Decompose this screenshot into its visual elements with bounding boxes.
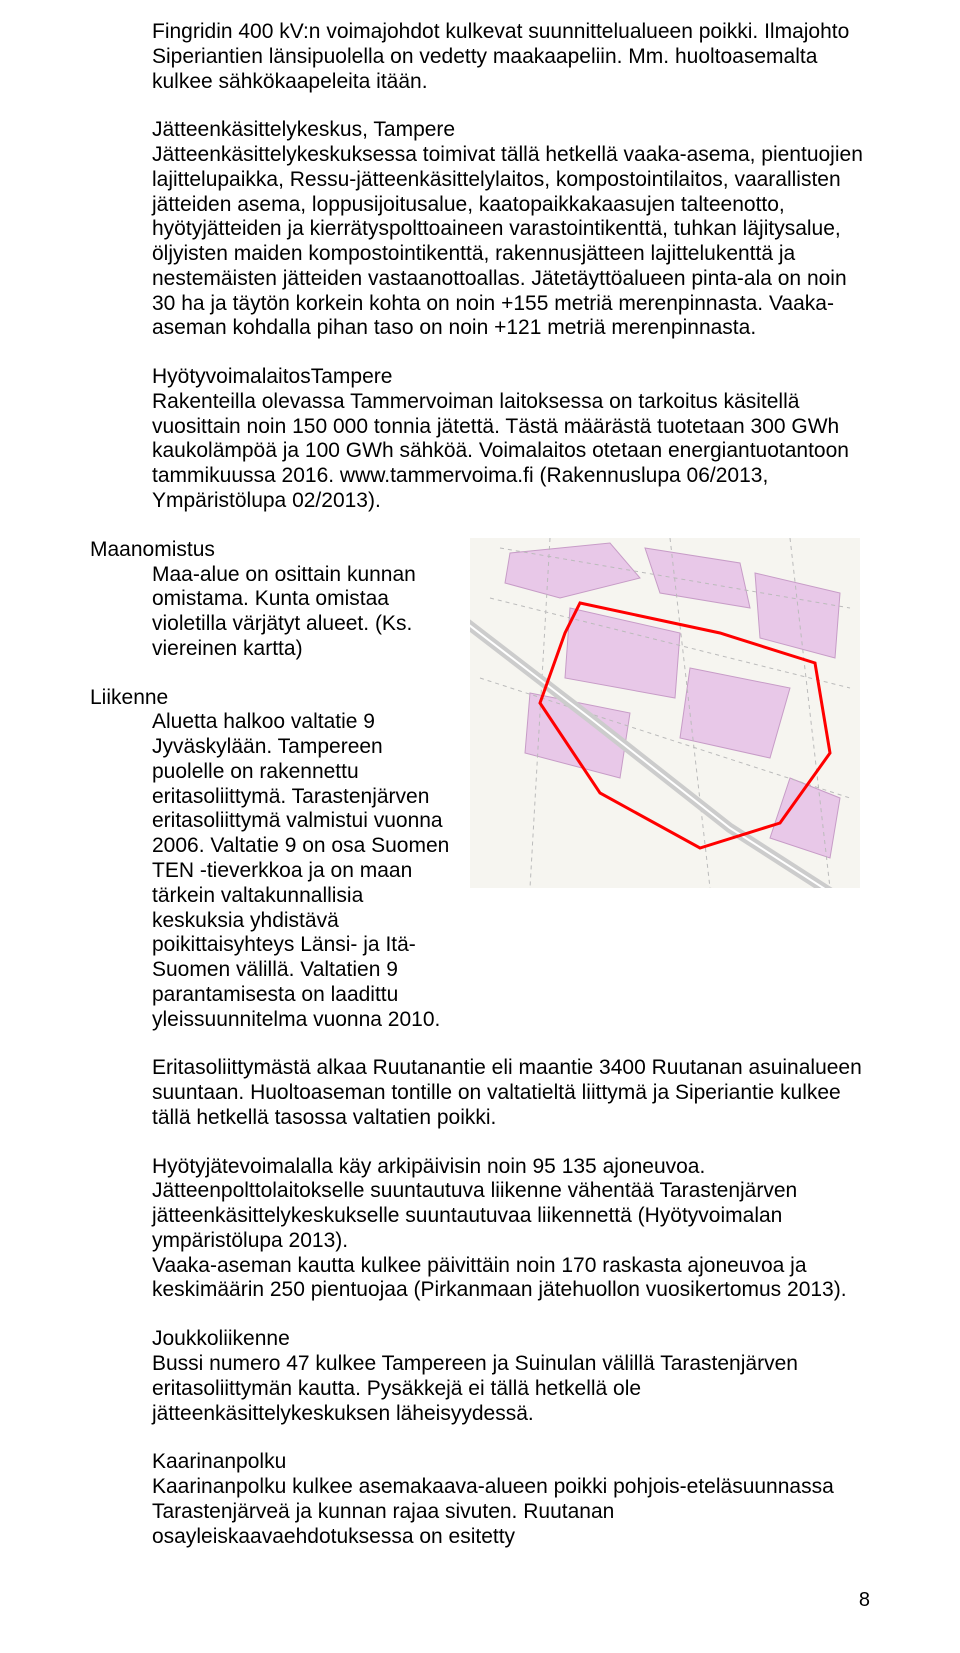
subheading-hyotyvoimalaitos: HyötyvoimalaitosTampere [90,365,870,390]
paragraph-hyotyvoimalaitos: Rakenteilla olevassa Tammervoiman laitok… [90,390,870,514]
paragraph-jatteenkasittely: Jätteenkäsittelykeskuksessa toimivat täl… [90,143,870,341]
paragraph-eritasoliittyma: Eritasoliittymästä alkaa Ruutanantie eli… [90,1056,870,1130]
paragraph-hyotyjatevoimala: Hyötyjätevoimalalla käy arkipäivisin noi… [90,1155,870,1254]
paragraph-kaarinanpolku: Kaarinanpolku kulkee asemakaava-alueen p… [90,1475,870,1549]
map-illustration [470,538,860,888]
page-number: 8 [90,1589,870,1613]
map-svg [470,538,860,888]
paragraph-fingrid: Fingridin 400 kV:n voimajohdot kulkevat … [90,20,870,94]
heading-liikenne: Liikenne [90,686,460,711]
heading-maanomistus: Maanomistus [90,538,460,563]
paragraph-maanomistus: Maa-alue on osittain kunnan omistama. Ku… [90,563,460,662]
paragraph-joukkoliikenne: Bussi numero 47 kulkee Tampereen ja Suin… [90,1352,870,1426]
paragraph-vaaka-asema: Vaaka-aseman kautta kulkee päivittäin no… [90,1254,870,1304]
subheading-joukkoliikenne: Joukkoliikenne [90,1327,870,1352]
subheading-kaarinanpolku: Kaarinanpolku [90,1450,870,1475]
subheading-jatteenkasittely: Jätteenkäsittelykeskus, Tampere [90,118,870,143]
paragraph-liikenne: Aluetta halkoo valtatie 9 Jyväskylään. T… [90,710,460,1032]
